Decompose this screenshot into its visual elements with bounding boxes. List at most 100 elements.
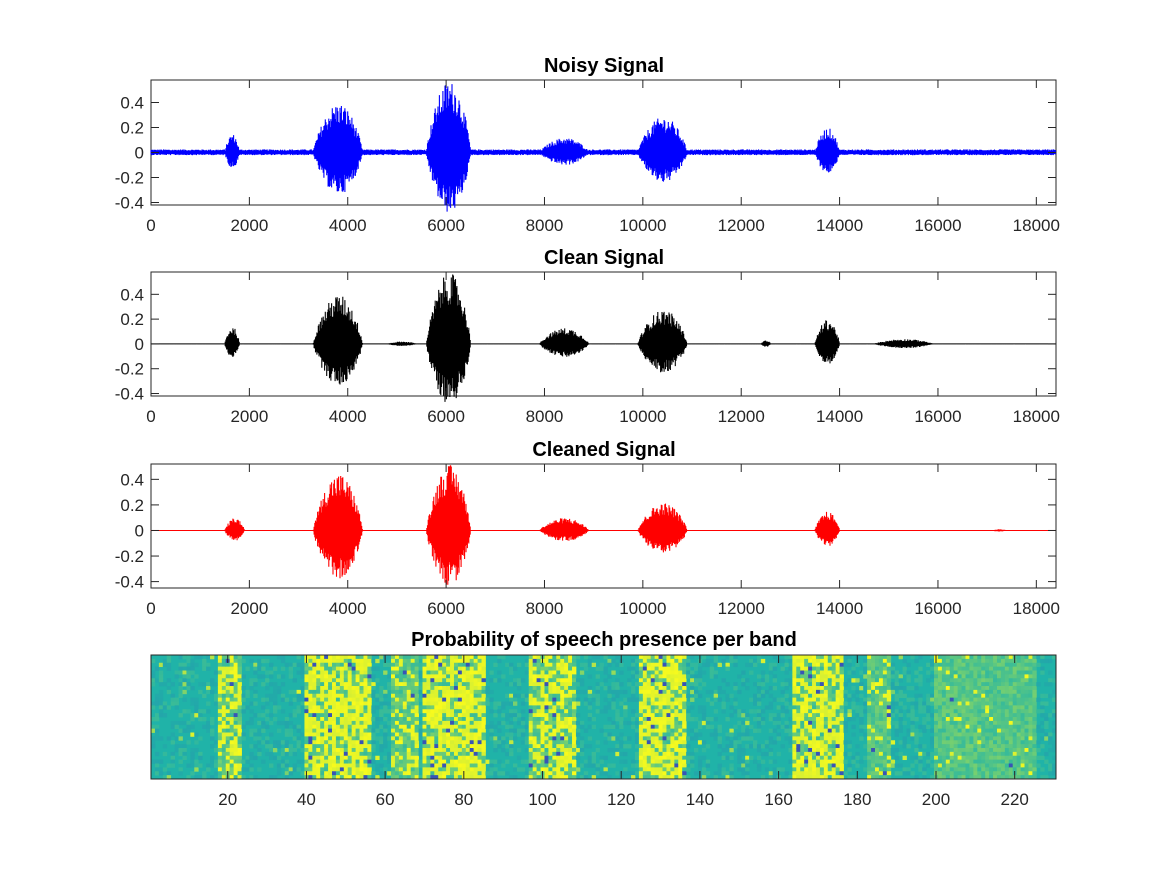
heatmap-cell — [304, 763, 309, 768]
heatmap-cell — [934, 748, 939, 753]
clean-signal-xtick-label: 4000 — [329, 407, 367, 426]
heatmap-cell — [414, 713, 419, 718]
heatmap-cell — [473, 693, 478, 699]
heatmap-cell — [367, 666, 372, 671]
heatmap-cell — [922, 701, 927, 706]
heatmap-cell — [178, 771, 183, 776]
heatmap-cell — [513, 767, 518, 772]
heatmap-cell — [953, 740, 959, 745]
heatmap-cell — [930, 658, 935, 664]
heatmap-cell — [265, 697, 270, 702]
heatmap-cell — [453, 732, 459, 737]
heatmap-cell — [556, 732, 561, 737]
heatmap-cell — [308, 693, 313, 699]
heatmap-cell — [969, 767, 974, 772]
heatmap-cell — [375, 763, 380, 768]
heatmap-cell — [328, 755, 333, 761]
heatmap-cell — [328, 763, 333, 768]
heatmap-cell — [316, 693, 321, 699]
heatmap-cell — [391, 701, 396, 706]
heatmap-cell — [603, 697, 608, 702]
heatmap-cell — [886, 693, 892, 699]
heatmap-cell — [568, 767, 573, 772]
heatmap-cell — [450, 662, 455, 668]
heatmap-cell — [359, 724, 364, 730]
heatmap-cell — [516, 693, 522, 699]
heatmap-cell — [528, 682, 534, 687]
heatmap-cell — [328, 740, 333, 745]
heatmap-cell — [918, 655, 923, 660]
heatmap-cell — [540, 736, 545, 741]
heatmap-cell — [953, 763, 959, 768]
heatmap-cell — [280, 759, 286, 764]
heatmap-cell — [682, 744, 687, 749]
heatmap-cell — [213, 740, 219, 745]
heatmap-cell — [170, 732, 175, 737]
heatmap-cell — [701, 775, 707, 780]
heatmap-cell — [772, 771, 778, 776]
heatmap-cell — [501, 713, 506, 718]
heatmap-cell — [332, 689, 337, 695]
heatmap-cell — [926, 709, 931, 714]
heatmap-cell — [461, 662, 467, 668]
heatmap-cell — [465, 755, 471, 761]
heatmap-cell — [646, 678, 652, 683]
heatmap-cell — [414, 763, 419, 768]
heatmap-cell — [359, 759, 364, 764]
heatmap-cell — [642, 736, 648, 741]
heatmap-cell — [473, 658, 478, 664]
heatmap-cell — [324, 689, 329, 695]
heatmap-cell — [410, 748, 416, 753]
heatmap-cell — [953, 717, 959, 722]
heatmap-cell — [638, 662, 644, 668]
heatmap-cell — [438, 763, 443, 768]
heatmap-cell — [961, 701, 966, 706]
heatmap-cell — [402, 751, 408, 757]
heatmap-cell — [658, 771, 663, 776]
heatmap-cell — [158, 682, 164, 687]
heatmap-cell — [973, 720, 978, 726]
heatmap-cell — [969, 658, 974, 664]
heatmap-cell — [217, 670, 223, 675]
heatmap-cell — [906, 662, 911, 668]
heatmap-cell — [678, 767, 683, 772]
heatmap-cell — [831, 717, 837, 722]
heatmap-cell — [162, 775, 168, 780]
heatmap-cell — [481, 689, 486, 695]
heatmap-cell — [835, 759, 840, 764]
heatmap-cell — [827, 759, 833, 764]
heatmap-cell — [391, 775, 396, 780]
heatmap-cell — [154, 717, 160, 722]
heatmap-cell — [666, 682, 671, 687]
heatmap-cell — [591, 755, 597, 761]
heatmap-cell — [721, 709, 726, 714]
heatmap-cell — [162, 705, 168, 710]
heatmap-cell — [394, 771, 400, 776]
heatmap-cell — [469, 701, 475, 706]
heatmap-cell — [859, 709, 864, 714]
heatmap-cell — [233, 724, 238, 730]
heatmap-cell — [871, 767, 876, 772]
heatmap-cell — [469, 755, 475, 761]
heatmap-cell — [961, 732, 966, 737]
heatmap-cell — [261, 666, 266, 671]
heatmap-cell — [304, 713, 309, 718]
heatmap-cell — [725, 755, 730, 761]
heatmap-cell — [343, 724, 349, 730]
heatmap-cell — [355, 678, 360, 683]
heatmap-cell — [709, 658, 715, 664]
heatmap-cell — [406, 744, 412, 749]
heatmap-cell — [556, 709, 561, 714]
heatmap-cell — [835, 678, 840, 683]
heatmap-cell — [394, 705, 400, 710]
heatmap-cell — [969, 751, 974, 757]
heatmap-cell — [815, 689, 821, 695]
heatmap-cell — [568, 658, 573, 664]
heatmap-cell — [229, 713, 235, 718]
heatmap-cell — [324, 682, 329, 687]
heatmap-cell — [564, 720, 569, 726]
heatmap-cell — [804, 682, 809, 687]
heatmap-cell — [878, 658, 884, 664]
heatmap-cell — [772, 717, 778, 722]
heatmap-cell — [544, 720, 549, 726]
